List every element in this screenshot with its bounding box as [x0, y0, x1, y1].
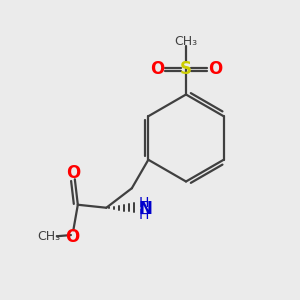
- Text: N: N: [138, 200, 152, 218]
- Text: CH₃: CH₃: [37, 230, 60, 243]
- Text: H: H: [139, 196, 149, 210]
- Text: O: O: [66, 164, 80, 181]
- Text: O: O: [150, 60, 164, 78]
- Text: S: S: [180, 60, 192, 78]
- Text: H: H: [139, 208, 149, 222]
- Text: CH₃: CH₃: [174, 34, 198, 48]
- Text: O: O: [208, 60, 222, 78]
- Text: O: O: [65, 228, 79, 246]
